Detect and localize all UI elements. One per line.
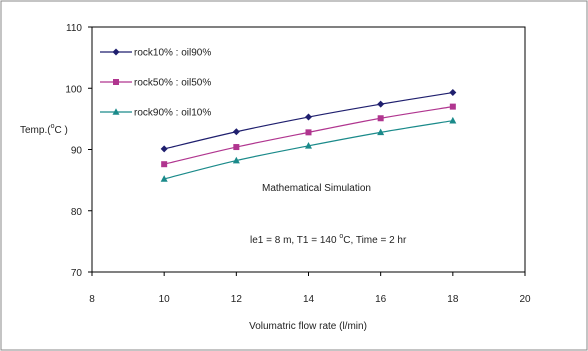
data-point-square bbox=[161, 161, 168, 168]
legend-item-2: rock50% : oil50% bbox=[100, 78, 211, 89]
data-point-diamond bbox=[377, 100, 385, 108]
series-layer bbox=[160, 89, 457, 182]
series-1 bbox=[160, 89, 457, 153]
data-point-square bbox=[449, 103, 456, 110]
data-point-diamond bbox=[112, 48, 120, 56]
x-tick-label: 8 bbox=[89, 294, 95, 305]
data-point-triangle bbox=[112, 108, 120, 115]
data-point-diamond bbox=[160, 145, 168, 153]
x-tick-label: 12 bbox=[231, 294, 243, 305]
y-tick-label: 90 bbox=[71, 146, 83, 157]
y-tick-label: 100 bbox=[65, 84, 82, 95]
x-axis-ticks: 8 10 12 14 16 18 20 bbox=[89, 272, 531, 305]
x-tick-label: 14 bbox=[303, 294, 315, 305]
legend: rock10% : oil90% rock50% : oil50% rock90% … bbox=[100, 48, 211, 119]
x-tick-label: 16 bbox=[375, 294, 387, 305]
annotation-parameters: le1 = 8 m, T1 = 140 oC, Time = 2 hr bbox=[250, 233, 407, 246]
y-tick-label: 70 bbox=[71, 268, 83, 279]
annotation-simulation: Mathematical Simulation bbox=[262, 183, 371, 194]
series-2 bbox=[161, 103, 456, 168]
data-point-diamond bbox=[232, 128, 240, 136]
data-point-square bbox=[377, 115, 384, 122]
legend-label: rock10% : oil90% bbox=[134, 48, 211, 59]
data-point-square bbox=[113, 79, 119, 85]
data-point-diamond bbox=[305, 113, 312, 121]
data-point-square bbox=[305, 129, 312, 136]
x-axis-label: Volumatric flow rate (l/min) bbox=[249, 321, 367, 332]
data-point-triangle bbox=[160, 175, 168, 182]
series-3 bbox=[160, 116, 457, 182]
data-point-triangle bbox=[377, 128, 385, 136]
legend-item-1: rock10% : oil90% bbox=[100, 48, 211, 59]
data-point-triangle bbox=[232, 156, 240, 164]
y-tick-label: 110 bbox=[66, 23, 82, 34]
data-point-diamond bbox=[449, 89, 457, 97]
legend-item-3: rock90% : oil10% bbox=[100, 108, 211, 119]
data-point-triangle bbox=[449, 116, 457, 124]
y-tick-label: 80 bbox=[71, 207, 83, 218]
x-tick-label: 18 bbox=[447, 294, 459, 305]
legend-label: rock90% : oil10% bbox=[134, 108, 211, 119]
x-tick-label: 10 bbox=[159, 294, 171, 305]
legend-label: rock50% : oil50% bbox=[134, 78, 211, 89]
data-point-triangle bbox=[305, 142, 312, 149]
y-axis-ticks: 70 80 90 100 110 bbox=[65, 23, 92, 279]
data-point-square bbox=[233, 144, 240, 151]
x-tick-label: 20 bbox=[519, 294, 531, 305]
y-axis-label: Temp.(oC ) bbox=[20, 123, 68, 136]
